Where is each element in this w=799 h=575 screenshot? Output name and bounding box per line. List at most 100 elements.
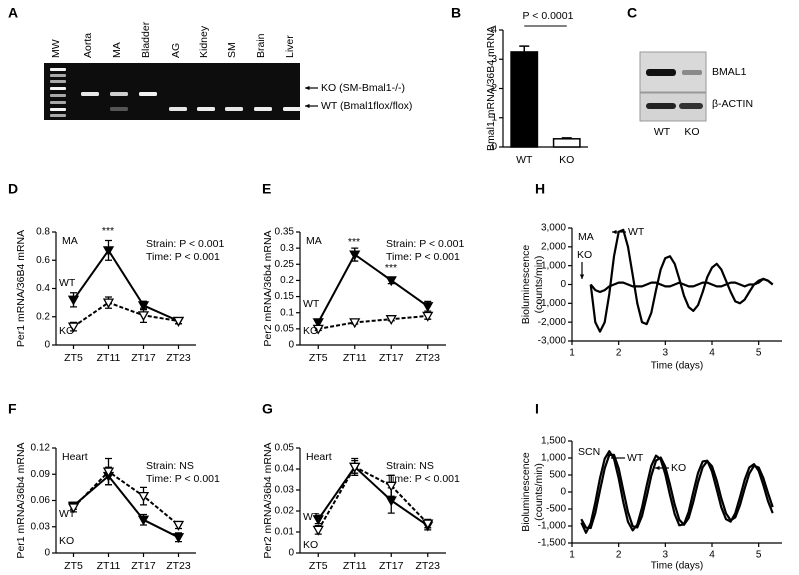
blot-band <box>682 70 702 75</box>
x-tick-label: KO <box>559 154 574 166</box>
y-tick-label: 0.1 <box>280 307 294 318</box>
x-tick-label: ZT11 <box>343 560 367 572</box>
marker <box>422 519 434 530</box>
y-tick-label: 0 <box>288 340 294 351</box>
y-tick-label: 1,000 <box>541 453 566 464</box>
panel-letter: C <box>627 5 637 21</box>
marker <box>385 481 397 492</box>
y-axis-label: Bioluminescence <box>520 245 532 325</box>
series-line <box>317 253 429 323</box>
series-label: KO <box>577 249 592 261</box>
x-tick-label: ZT23 <box>166 560 191 572</box>
series-label: WT <box>303 511 320 523</box>
x-tick-label: ZT11 <box>343 352 367 364</box>
y-tick-label: -1,000 <box>538 298 567 309</box>
y-axis-label: Per2 mRNA/36b4 mRNA <box>262 442 274 558</box>
x-tick-label: ZT5 <box>309 560 328 572</box>
y-axis-label: Per2 mRNA/36b4 mRNA <box>262 230 274 346</box>
marker <box>172 316 185 327</box>
marker <box>385 315 397 325</box>
gel-band <box>110 92 128 96</box>
panel-letter: I <box>535 401 539 417</box>
ladder-band <box>50 94 66 97</box>
annotation: *** <box>102 225 114 237</box>
lane-label: Aorta <box>82 33 94 58</box>
annotation: Time: P < 0.001 <box>146 473 220 485</box>
gel-band <box>139 92 157 96</box>
marker <box>312 318 324 329</box>
marker <box>385 496 397 507</box>
protein-label: β-ACTIN <box>712 98 753 110</box>
arrow-head <box>655 465 660 471</box>
ladder-band <box>50 74 66 77</box>
ladder-band <box>50 68 66 71</box>
lane-label: Bladder <box>140 21 152 58</box>
protein-label: BMAL1 <box>712 66 747 78</box>
gel-band <box>81 92 99 96</box>
y-tick-label: 3,000 <box>541 223 566 234</box>
ladder-band <box>50 87 66 90</box>
x-tick-label: 3 <box>663 348 669 359</box>
band-label: WT (Bmal1flox/flox) <box>321 100 412 112</box>
marker <box>349 318 361 329</box>
annotation: *** <box>348 236 360 248</box>
y-axis-label: (counts/min) <box>533 256 545 314</box>
y-tick-label: 1 <box>491 112 497 123</box>
y-tick-label: 0.05 <box>275 443 295 454</box>
panel-letter: B <box>451 5 461 21</box>
marker <box>102 298 115 309</box>
annotation: Time: P < 0.001 <box>146 251 220 263</box>
gel-band <box>254 107 272 111</box>
y-tick-label: -500 <box>546 504 566 515</box>
x-tick-label: 1 <box>569 550 575 561</box>
gel-band <box>197 107 215 111</box>
series-line <box>72 301 179 328</box>
y-tick-label: 4 <box>491 25 497 36</box>
panel-letter: E <box>262 181 271 197</box>
x-tick-label: ZT23 <box>415 560 440 572</box>
marker <box>137 301 150 312</box>
error-bar <box>561 137 572 139</box>
lane-label: Kidney <box>198 25 210 58</box>
marker <box>385 276 397 287</box>
y-tick-label: 0.6 <box>36 255 50 266</box>
bar <box>510 51 539 148</box>
x-tick-label: ZT5 <box>64 560 83 572</box>
x-tick-label: ZT11 <box>97 560 121 572</box>
series-label: KO <box>671 462 686 474</box>
lane-label: Brain <box>255 33 267 58</box>
y-tick-label: 0.15 <box>275 291 295 302</box>
y-tick-label: 0.2 <box>280 275 294 286</box>
y-axis-label: Per1 mRNA/36b4 mRNA <box>15 442 27 558</box>
blot-band <box>646 69 676 76</box>
y-tick-label: 0.3 <box>280 243 294 254</box>
series-label: WT <box>627 452 644 464</box>
panel-letter: D <box>8 181 18 197</box>
y-tick-label: 2,000 <box>541 241 566 252</box>
marker <box>102 467 115 478</box>
annotation: Strain: NS <box>146 460 194 472</box>
y-axis-label: Per1 mRNA/36B4 mRNA <box>15 230 27 347</box>
y-tick-label: 0.09 <box>31 469 51 480</box>
gel-band <box>110 107 128 111</box>
annotation: Time: P < 0.001 <box>386 251 460 263</box>
marker <box>349 250 361 261</box>
panel-letter: A <box>8 5 18 21</box>
y-tick-label: 0.02 <box>275 506 295 517</box>
series-label: KO <box>59 535 74 547</box>
arrow-head <box>305 85 310 91</box>
y-tick-label: 0.8 <box>36 227 50 238</box>
y-tick-label: -3,000 <box>538 336 567 347</box>
marker <box>312 324 324 335</box>
y-tick-label: 0 <box>491 142 497 153</box>
marker <box>137 491 150 502</box>
marker <box>102 246 115 257</box>
series-line <box>589 277 774 294</box>
y-tick-label: -1,000 <box>538 521 567 532</box>
annotation: Strain: P < 0.001 <box>146 238 224 250</box>
marker <box>137 515 150 526</box>
marker <box>67 295 80 306</box>
lane-label: KO <box>684 126 699 138</box>
x-tick-label: ZT17 <box>379 352 404 364</box>
